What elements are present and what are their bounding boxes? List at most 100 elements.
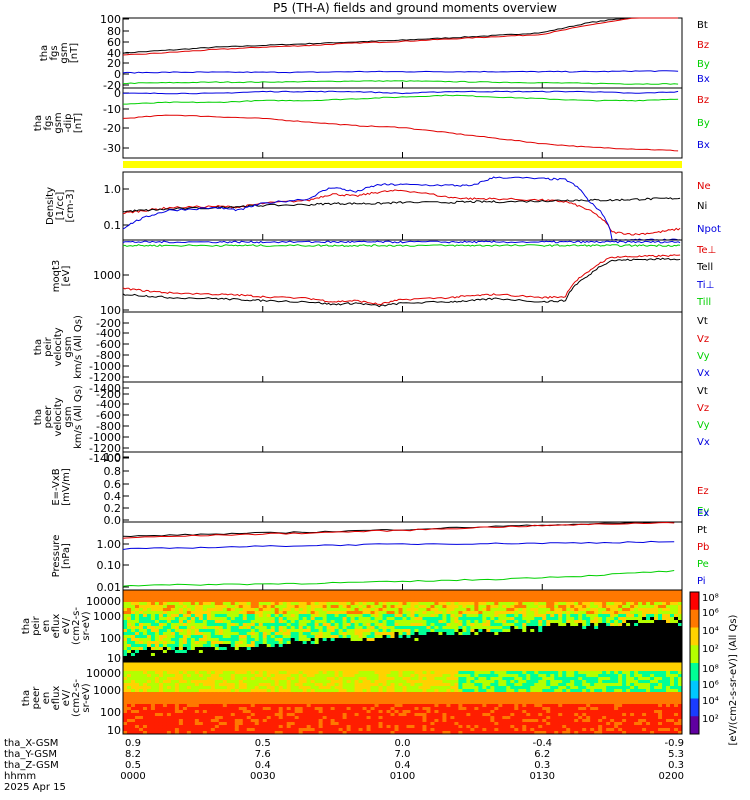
heatmap-cell [546, 620, 551, 624]
heatmap-cell [602, 614, 607, 618]
heatmap-cell [342, 719, 348, 723]
ylabel-line: eflux [51, 614, 62, 639]
heatmap-cell [638, 623, 643, 627]
heatmap-cell [238, 686, 244, 690]
heatmap-cell [310, 695, 316, 699]
heatmap-cell [606, 602, 611, 606]
heatmap-cell [298, 608, 304, 612]
heatmap-cell [238, 725, 244, 729]
heatmap-cell [218, 728, 224, 732]
heatmap-cell [570, 650, 575, 654]
heatmap-cell [166, 629, 172, 633]
heatmap-cell [178, 653, 184, 657]
heatmap-cell [346, 647, 352, 651]
heatmap-cell [246, 662, 252, 666]
heatmap-cell [322, 611, 328, 615]
heatmap-cell [578, 650, 583, 654]
heatmap-cell [342, 608, 348, 612]
heatmap-cell [194, 725, 200, 729]
heatmap-cell [626, 638, 631, 642]
heatmap-cell [358, 623, 364, 627]
heatmap-cell [186, 728, 192, 732]
heatmap-cell [458, 623, 463, 627]
heatmap-cell [146, 683, 152, 687]
heatmap-cell [430, 593, 435, 597]
heatmap-cell [318, 716, 324, 720]
heatmap-cell [158, 599, 164, 603]
heatmap-cell [138, 689, 144, 693]
heatmap-cell [134, 668, 140, 672]
heatmap-cell [258, 698, 264, 702]
heatmap-cell [402, 602, 407, 606]
heatmap-cell [198, 638, 204, 642]
heatmap-cell [138, 599, 144, 603]
heatmap-cell [334, 629, 340, 633]
heatmap-cell [434, 659, 439, 663]
heatmap-cell [326, 602, 332, 606]
heatmap-cell [170, 713, 176, 717]
heatmap-cell [314, 698, 320, 702]
legend-label-blue: Vx [697, 368, 710, 379]
heatmap-cell [178, 626, 184, 630]
heatmap-cell [166, 668, 172, 672]
heatmap-cell [282, 638, 288, 642]
heatmap-cell [574, 644, 579, 648]
heatmap-cell [198, 626, 204, 630]
heatmap-cell [254, 644, 260, 648]
heatmap-cell [330, 626, 336, 630]
heatmap-cell [230, 725, 236, 729]
heatmap-cell [158, 665, 164, 669]
heatmap-cell [370, 656, 376, 660]
heatmap-cell [170, 722, 176, 726]
heatmap-cell [154, 671, 160, 675]
heatmap-cell [590, 590, 595, 594]
heatmap-cell [266, 719, 272, 723]
heatmap-cell [438, 650, 443, 654]
heatmap-cell [322, 713, 328, 717]
heatmap-cell [158, 653, 164, 657]
heatmap-cell [474, 608, 479, 612]
heatmap-cell [370, 632, 376, 636]
heatmap-cell [390, 608, 396, 612]
heatmap-cell [574, 593, 579, 597]
heatmap-cell [158, 656, 164, 660]
heatmap-cell [310, 599, 316, 603]
heatmap-cell [290, 701, 296, 705]
heatmap-cell [598, 650, 603, 654]
heatmap-cell [154, 668, 160, 672]
heatmap-cell [330, 707, 336, 711]
heatmap-cell [570, 617, 575, 621]
heatmap-cell [346, 710, 352, 714]
heatmap-cell [326, 608, 332, 612]
heatmap-cell [150, 647, 156, 651]
heatmap-cell [146, 656, 152, 660]
heatmap-cell [278, 668, 284, 672]
heatmap-cell [126, 671, 132, 675]
heatmap-cell [302, 590, 308, 594]
heatmap-cell [430, 653, 435, 657]
heatmap-cell [254, 665, 260, 669]
heatmap-cell [410, 647, 415, 651]
heatmap-cell [222, 632, 228, 636]
heatmap-cell [450, 638, 455, 642]
heatmap-cell [286, 677, 292, 681]
heatmap-cell [438, 641, 443, 645]
heatmap-cell [602, 644, 607, 648]
heatmap-cell [306, 656, 312, 660]
heatmap-cell [174, 599, 180, 603]
heatmap-cell [442, 599, 447, 603]
heatmap-cell [350, 599, 356, 603]
heatmap-cell [390, 659, 396, 663]
heatmap-cell [306, 710, 312, 714]
heatmap-cell [634, 608, 639, 612]
heatmap-cell [602, 605, 607, 609]
heatmap-cell [126, 614, 132, 618]
heatmap-cell [178, 641, 184, 645]
heatmap-cell [282, 665, 288, 669]
heatmap-cell [246, 659, 252, 663]
heatmap-cell [406, 590, 411, 594]
legend-label-red: Ez [697, 486, 709, 497]
heatmap-cell [330, 716, 336, 720]
heatmap-cell [146, 653, 152, 657]
heatmap-cell [334, 731, 340, 735]
